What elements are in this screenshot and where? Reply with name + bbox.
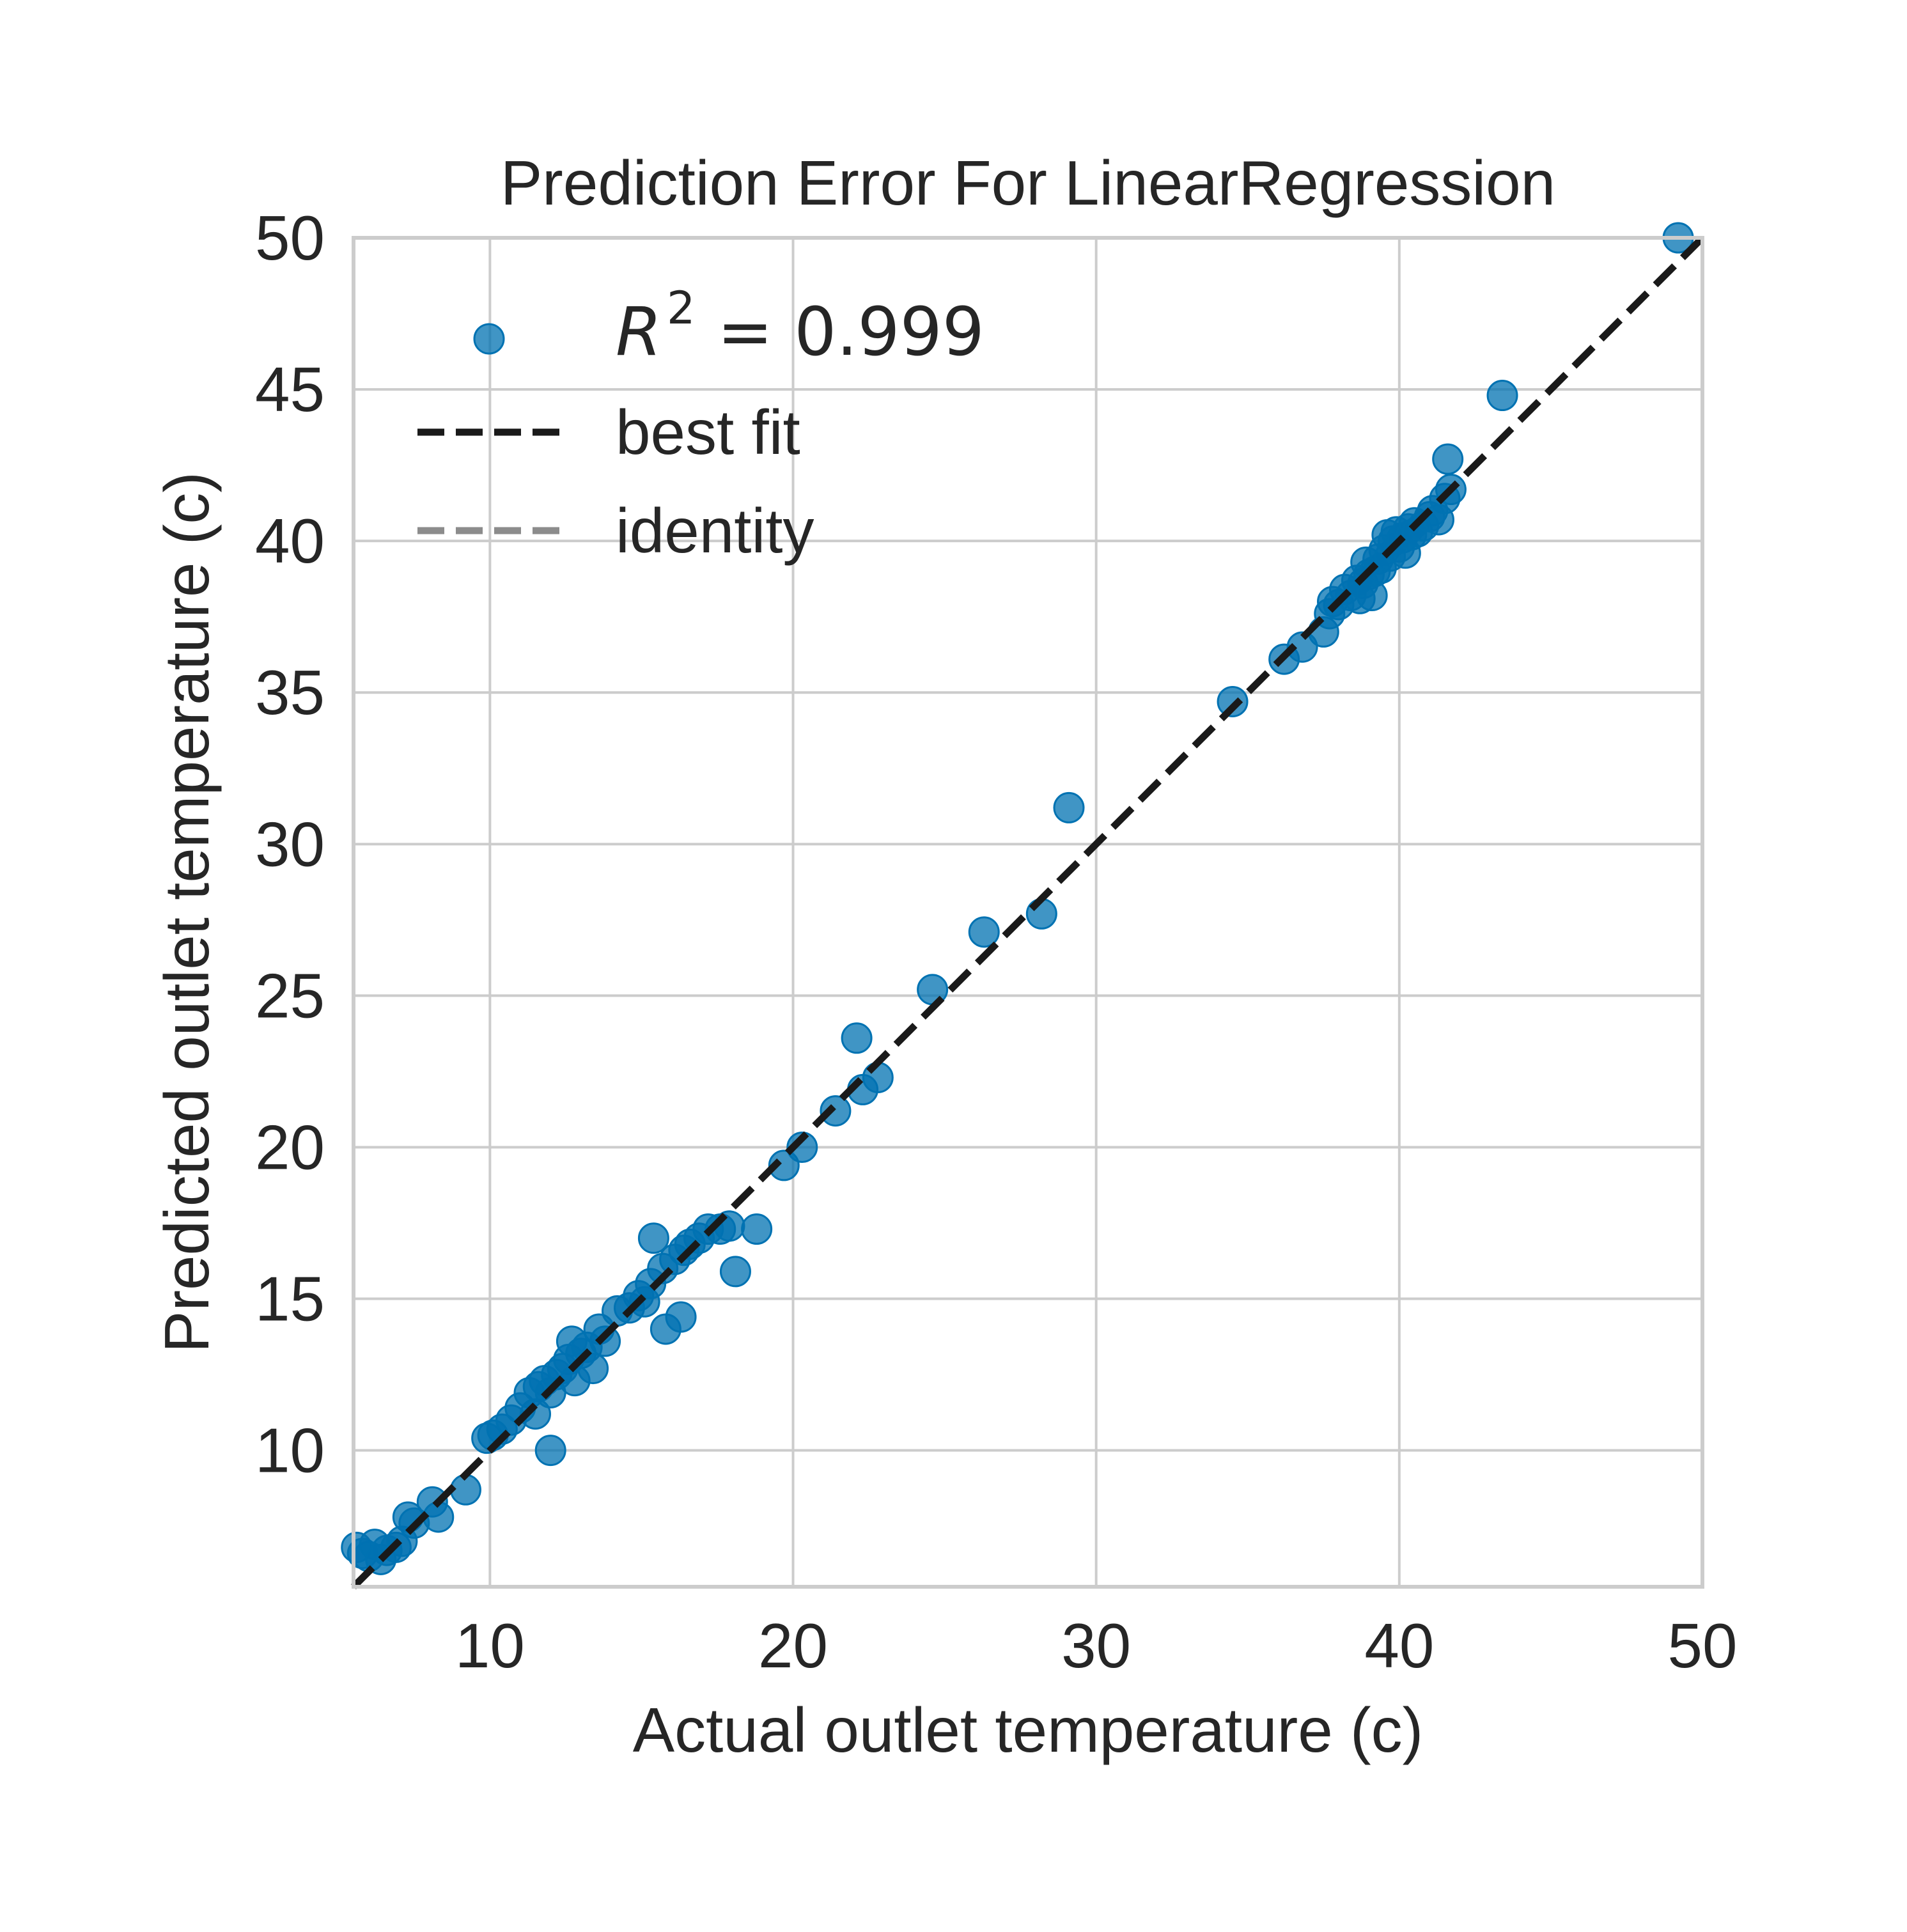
x-tick-label: 30 [1061,1610,1131,1681]
y-tick-label: 10 [255,1415,325,1486]
y-axis-label: Predicted outlet temperature (c) [152,472,222,1353]
scatter-point [1432,443,1464,475]
y-tick-label: 20 [255,1112,325,1182]
y-tick-label: 30 [255,809,325,879]
y-tick-label: 50 [255,203,325,273]
scatter-point [577,1353,609,1385]
x-tick-label: 40 [1364,1610,1434,1681]
scatter-point [1217,685,1249,717]
legend-r2-value: = 0.999 [717,293,985,371]
x-tick-label: 10 [455,1610,525,1681]
scatter-point [1486,380,1518,412]
scatter-point [1286,631,1318,663]
scatter-point [1053,791,1085,823]
scatter-point [820,1095,852,1127]
legend-best-fit-label: best fit [616,397,800,467]
scatter-point [719,1256,751,1288]
scatter-point [534,1435,566,1467]
scatter-point [665,1301,697,1333]
scatter-point [786,1131,818,1163]
legend-point-marker [473,323,505,355]
y-tick-label: 40 [255,506,325,576]
legend-identity-label: identity [616,495,814,566]
y-tick-label: 45 [255,354,325,425]
x-tick-label: 20 [758,1610,828,1681]
legend-r2-symbol: R [616,293,662,371]
scatter-point [741,1213,773,1245]
y-tick-label: 15 [255,1264,325,1334]
x-tick-label: 50 [1667,1610,1737,1681]
scatter-point [968,916,1000,948]
x-axis-label: Actual outlet temperature (c) [633,1695,1423,1765]
scatter-point [637,1222,669,1254]
best-fit-line [351,235,1705,1589]
scatter-point [589,1325,621,1357]
y-tick-label: 25 [255,960,325,1031]
chart-title: Prediction Error For LinearRegression [501,148,1555,218]
best-fit-line-layer [351,235,1705,1589]
scatter-point [841,1022,873,1054]
legend-r2-exponent: 2 [667,282,696,334]
y-tick-label: 35 [255,657,325,728]
tick-labels: 10 20 30 40 50 10 15 20 25 30 35 40 45 50 [255,203,1738,1681]
legend: R 2 = 0.999 best fit identity [417,282,985,566]
plot-area-frame [352,236,1704,1589]
